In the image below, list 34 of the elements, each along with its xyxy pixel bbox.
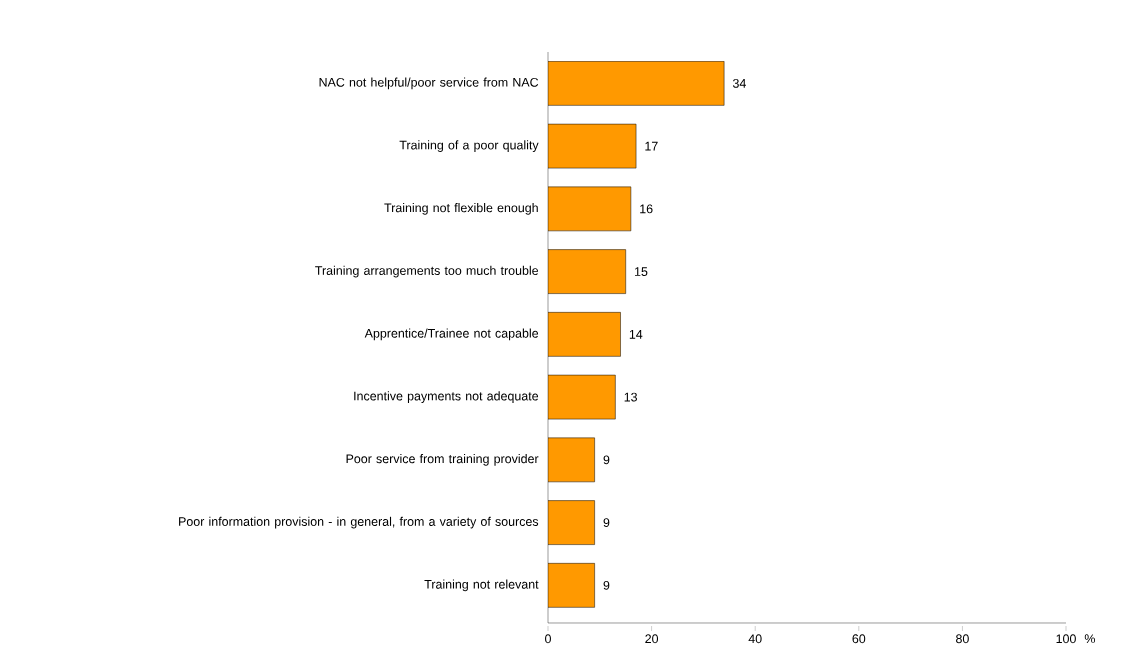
x-axis-title: % bbox=[1084, 634, 1095, 644]
y-tick-label: Training arrangements too much trouble bbox=[315, 265, 539, 278]
y-tick-label: Poor service from training provider bbox=[346, 454, 539, 466]
y-tick-label: Training not relevant bbox=[424, 579, 539, 592]
bar bbox=[548, 249, 626, 294]
data-label: 15 bbox=[635, 267, 648, 276]
bar bbox=[548, 312, 621, 357]
data-label: 9 bbox=[603, 580, 610, 590]
y-tick-label: Apprentice/Trainee not capable bbox=[364, 328, 539, 341]
x-tick-label: 40 bbox=[748, 634, 762, 644]
y-tick-label: Training of a poor quality bbox=[399, 140, 539, 152]
y-tick-label: NAC not helpful/poor service from NAC bbox=[319, 77, 539, 90]
data-label: 17 bbox=[645, 141, 658, 151]
bar bbox=[548, 437, 595, 483]
bar bbox=[548, 563, 595, 608]
x-tick-label: 100 bbox=[1056, 634, 1076, 644]
data-label: 16 bbox=[640, 204, 653, 214]
data-label: 13 bbox=[624, 392, 637, 402]
x-tick-label: 80 bbox=[956, 634, 969, 644]
x-tick-label: 60 bbox=[852, 634, 866, 644]
data-label: 14 bbox=[629, 330, 643, 339]
bar bbox=[548, 374, 616, 420]
bar bbox=[548, 186, 632, 232]
bar bbox=[548, 123, 637, 169]
bar bbox=[548, 61, 725, 106]
data-label: 9 bbox=[603, 518, 610, 528]
y-tick-label: Incentive payments not adequate bbox=[354, 391, 539, 403]
y-tick-label: Training not flexible enough bbox=[384, 203, 538, 215]
x-tick-label: 20 bbox=[645, 634, 659, 644]
x-tick-label: 0 bbox=[545, 634, 551, 644]
y-tick-label: Poor information provision - in general, from a variety of sources bbox=[179, 516, 539, 529]
data-label: 9 bbox=[603, 455, 610, 465]
bar bbox=[548, 500, 595, 545]
data-label: 34 bbox=[732, 78, 746, 88]
